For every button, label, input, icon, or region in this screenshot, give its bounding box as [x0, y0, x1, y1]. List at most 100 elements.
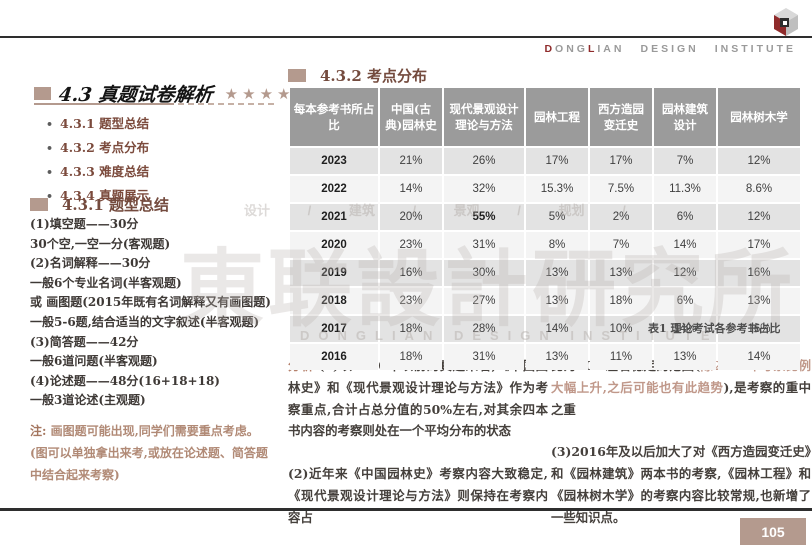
table-column-header: 西方造园变迁史	[590, 88, 652, 146]
analysis-paragraph-2: (2)近年来《中国园林史》考察内容大致稳定,《现代景观设计理论与方法》则保持在考…	[288, 466, 548, 525]
value-cell: 6%	[654, 204, 716, 230]
toc-item: 4.3.1 题型总结	[46, 112, 149, 136]
value-cell: 17%	[590, 148, 652, 174]
value-cell: 13%	[526, 260, 588, 286]
table-row: 2019 16% 30% 13% 13% 12% 16%	[290, 260, 800, 286]
value-cell: 18%	[380, 344, 442, 370]
value-cell: 14%	[654, 232, 716, 258]
summary-line: (4)论述题——48分(16+18+18)	[30, 373, 220, 388]
page-number: 105	[740, 518, 806, 545]
header-divider	[0, 36, 812, 38]
value-cell: 13%	[654, 344, 716, 370]
table-row: 2023 21% 26% 17% 17% 7% 12%	[290, 148, 800, 174]
value-cell: 31%	[444, 344, 524, 370]
year-cell: 2023	[290, 148, 378, 174]
note-label: 注:	[30, 424, 47, 438]
value-cell: 18%	[590, 288, 652, 314]
year-cell: 2021	[290, 204, 378, 230]
section-accent-square	[288, 69, 306, 82]
chapter-title-row: 4.3 真题试卷解析 ★★★★★	[34, 80, 312, 107]
value-cell: 11.3%	[654, 176, 716, 202]
brand-letter: D	[544, 43, 556, 55]
value-cell: 16%	[380, 260, 442, 286]
brand-letter: L	[587, 43, 598, 55]
summary-line: (1)填空题——30分	[30, 217, 139, 231]
year-cell: 2019	[290, 260, 378, 286]
distribution-table-head: 每本参考书所占比 中国(古典)园林史 现代景观设计理论与方法 园林工程 西方造园变迁史园…	[290, 88, 800, 146]
importance-stars: ★★★★★	[224, 85, 312, 103]
value-cell: 55%	[444, 204, 524, 230]
title-underline	[34, 103, 174, 105]
summary-line: 一般6个专业名词(半客观题)	[30, 275, 182, 290]
table-column-header: 现代景观设计理论与方法	[444, 88, 524, 146]
value-cell: 16%	[718, 260, 800, 286]
section-431-heading-row: 4.3.1 题型总结	[30, 194, 169, 215]
table-row: 2022 14% 32% 15.3% 7.5% 11.3% 8.6%	[290, 176, 800, 202]
value-cell: 6%	[654, 288, 716, 314]
distribution-table: 每本参考书所占比 中国(古典)园林史 现代景观设计理论与方法 园林工程 西方造园变迁史园…	[288, 86, 802, 372]
table-column-header: 园林建筑设计	[654, 88, 716, 146]
note-text: 画图题可能出现,同学们需要重点考虑。	[50, 424, 259, 438]
summary-line: 一般6道问题(半客观题)	[30, 354, 158, 369]
value-cell: 11%	[590, 344, 652, 370]
year-cell: 2016	[290, 344, 378, 370]
table-column-header: 每本参考书所占比	[290, 88, 378, 146]
table-row: 2016 18% 31% 13% 11% 13% 14%	[290, 344, 800, 370]
value-cell: 14%	[380, 176, 442, 202]
value-cell: 17%	[526, 148, 588, 174]
value-cell: 2%	[590, 204, 652, 230]
table-row: 2021 20% 55% 5% 2% 6% 12%	[290, 204, 800, 230]
value-cell: 13%	[590, 260, 652, 286]
value-cell: 18%	[380, 316, 442, 342]
value-cell: 32%	[444, 176, 524, 202]
value-cell: 31%	[444, 232, 524, 258]
value-cell: 13%	[718, 288, 800, 314]
summary-line: 一般3道论述(主观题)	[30, 393, 146, 408]
value-cell: 30%	[444, 260, 524, 286]
value-cell: 5%	[526, 204, 588, 230]
value-cell: 21%	[380, 148, 442, 174]
year-cell: 2017	[290, 316, 378, 342]
value-cell: 7%	[654, 148, 716, 174]
year-cell: 2020	[290, 232, 378, 258]
value-cell: 15.3%	[526, 176, 588, 202]
section-432-heading: 4.3.2 考点分布	[320, 67, 427, 85]
table-row: 2017 18% 28% 14% 10% 14% 16%	[290, 316, 800, 342]
value-cell: 26%	[444, 148, 524, 174]
title-underline-dashed	[178, 103, 274, 105]
value-cell: 12%	[718, 148, 800, 174]
table-column-header: 园林工程	[526, 88, 588, 146]
summary-line: 一般5-6题,结合适当的文字叙述(半客观题)	[30, 314, 260, 329]
section-accent-square	[30, 198, 48, 211]
value-cell: 16%	[718, 316, 800, 342]
table-caption: 表1 理论考试各参考书占比	[648, 322, 781, 335]
summary-line: 30个空,一空一分(客观题)	[30, 236, 171, 251]
value-cell: 28%	[444, 316, 524, 342]
brand-word: DESIGN	[640, 43, 699, 55]
value-cell: 14%	[654, 316, 716, 342]
year-cell: 2022	[290, 176, 378, 202]
analysis-paragraph-4: (3)2016年及以后加大了对《西方造园变迁史》和《园林建筑》两本书的考察,《园…	[551, 444, 811, 525]
brand-word: INSTITUTE	[714, 43, 796, 55]
value-cell: 14%	[718, 344, 800, 370]
value-cell: 13%	[526, 288, 588, 314]
value-cell: 23%	[380, 288, 442, 314]
summary-line: (3)简答题——42分	[30, 334, 139, 349]
value-cell: 10%	[590, 316, 652, 342]
brand-letter: IAN	[597, 43, 625, 55]
note-line: 注: 画图题可能出现,同学们需要重点考虑。	[30, 420, 292, 442]
section-431-heading: 4.3.1 题型总结	[62, 196, 169, 214]
donglian-cube-logo-icon	[774, 8, 798, 36]
brand-letter: ONG	[555, 43, 588, 55]
year-cell: 2018	[290, 288, 378, 314]
value-cell: 20%	[380, 204, 442, 230]
brand-wordmark: DONGLIAN DESIGN INSTITUTE	[544, 43, 796, 55]
table-row: 2018 23% 27% 13% 18% 6% 13%	[290, 288, 800, 314]
value-cell: 13%	[526, 344, 588, 370]
analysis-column-2: 比为30%左右稳定的范围(除2021年考察比例大幅上升,之后可能也有此趋势),是…	[551, 355, 811, 529]
note-block: 注: 画图题可能出现,同学们需要重点考虑。 (图可以单独拿出来考,或放在论述题、…	[30, 420, 292, 486]
value-cell: 12%	[718, 204, 800, 230]
footer-divider	[0, 508, 812, 511]
table-row: 2020 23% 31% 8% 7% 14% 17%	[290, 232, 800, 258]
title-accent-square	[34, 87, 51, 100]
